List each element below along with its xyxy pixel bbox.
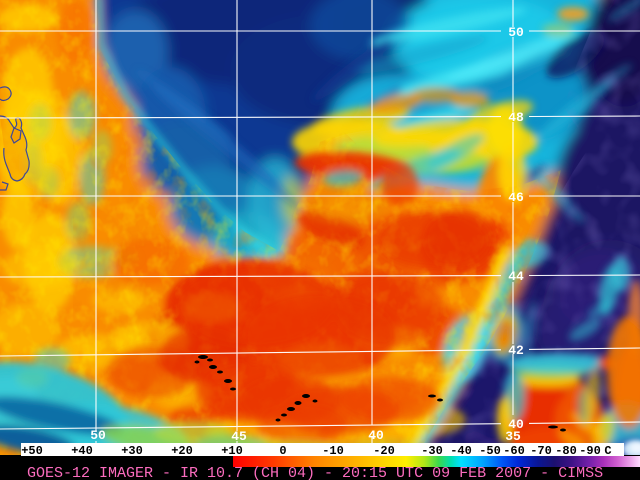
svg-text:-40: -40 <box>450 444 472 458</box>
svg-text:+30: +30 <box>121 444 143 458</box>
svg-text:GOES-12 IMAGER - IR 10.7 (CH 0: GOES-12 IMAGER - IR 10.7 (CH 04) - 20:15… <box>27 465 603 480</box>
svg-text:+10: +10 <box>221 444 243 458</box>
svg-text:+50: +50 <box>21 444 43 458</box>
svg-text:-70: -70 <box>530 444 552 458</box>
svg-text:-20: -20 <box>373 444 395 458</box>
svg-text:-50: -50 <box>479 444 501 458</box>
svg-text:50: 50 <box>508 25 524 40</box>
svg-text:-80: -80 <box>555 444 577 458</box>
svg-text:-60: -60 <box>503 444 525 458</box>
svg-text:-30: -30 <box>421 444 443 458</box>
svg-text:46: 46 <box>508 190 524 205</box>
svg-text:0: 0 <box>279 444 286 458</box>
svg-text:-10: -10 <box>322 444 344 458</box>
svg-text:+40: +40 <box>71 444 93 458</box>
svg-text:C: C <box>604 444 611 458</box>
svg-text:48: 48 <box>508 110 524 125</box>
svg-text:40: 40 <box>368 428 384 443</box>
svg-text:35: 35 <box>505 429 521 444</box>
svg-text:42: 42 <box>508 343 524 358</box>
svg-text:-90: -90 <box>579 444 601 458</box>
svg-text:50: 50 <box>90 428 106 443</box>
svg-text:45: 45 <box>231 429 247 444</box>
svg-text:40: 40 <box>508 417 524 432</box>
svg-text:+20: +20 <box>171 444 193 458</box>
svg-text:44: 44 <box>508 269 524 284</box>
